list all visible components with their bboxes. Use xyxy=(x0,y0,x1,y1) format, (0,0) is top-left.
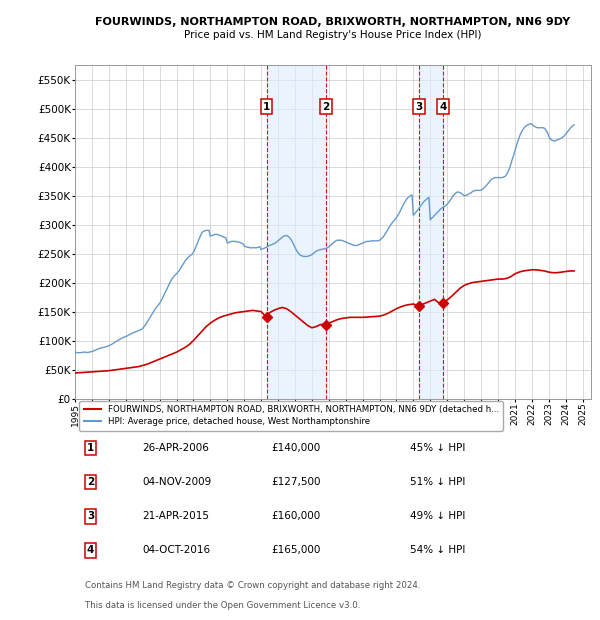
Text: 4: 4 xyxy=(87,546,94,556)
Bar xyxy=(419,65,443,399)
Text: 21-APR-2015: 21-APR-2015 xyxy=(142,512,209,521)
Text: 49% ↓ HPI: 49% ↓ HPI xyxy=(410,512,466,521)
Text: 2: 2 xyxy=(87,477,94,487)
Legend: FOURWINDS, NORTHAMPTON ROAD, BRIXWORTH, NORTHAMPTON, NN6 9DY (detached h..., HPI: FOURWINDS, NORTHAMPTON ROAD, BRIXWORTH, … xyxy=(79,401,503,431)
Text: £160,000: £160,000 xyxy=(271,512,320,521)
Text: 3: 3 xyxy=(87,512,94,521)
Text: 2: 2 xyxy=(322,102,329,112)
Text: 1: 1 xyxy=(87,443,94,453)
Text: 4: 4 xyxy=(439,102,446,112)
Text: 04-OCT-2016: 04-OCT-2016 xyxy=(142,546,210,556)
Text: 51% ↓ HPI: 51% ↓ HPI xyxy=(410,477,466,487)
Text: £140,000: £140,000 xyxy=(271,443,320,453)
Text: Price paid vs. HM Land Registry's House Price Index (HPI): Price paid vs. HM Land Registry's House … xyxy=(184,30,482,40)
Text: Contains HM Land Registry data © Crown copyright and database right 2024.: Contains HM Land Registry data © Crown c… xyxy=(85,581,421,590)
Text: 3: 3 xyxy=(415,102,422,112)
Text: 54% ↓ HPI: 54% ↓ HPI xyxy=(410,546,466,556)
Text: 45% ↓ HPI: 45% ↓ HPI xyxy=(410,443,466,453)
Text: 1: 1 xyxy=(263,102,270,112)
Bar xyxy=(266,65,326,399)
Text: FOURWINDS, NORTHAMPTON ROAD, BRIXWORTH, NORTHAMPTON, NN6 9DY: FOURWINDS, NORTHAMPTON ROAD, BRIXWORTH, … xyxy=(95,17,571,27)
Text: 04-NOV-2009: 04-NOV-2009 xyxy=(142,477,211,487)
Text: 26-APR-2006: 26-APR-2006 xyxy=(142,443,209,453)
Text: £127,500: £127,500 xyxy=(271,477,320,487)
Text: £165,000: £165,000 xyxy=(271,546,320,556)
Text: This data is licensed under the Open Government Licence v3.0.: This data is licensed under the Open Gov… xyxy=(85,601,361,609)
